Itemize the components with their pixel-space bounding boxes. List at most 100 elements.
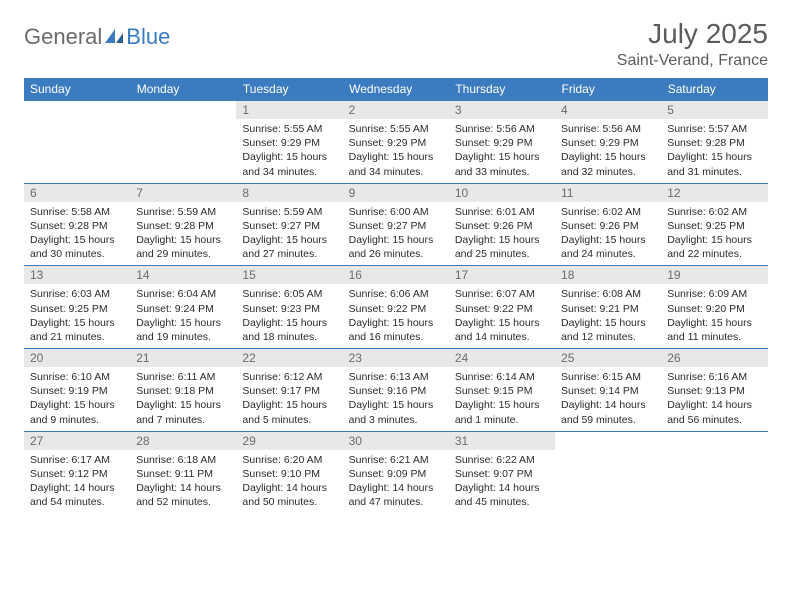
day-content-cell: Sunrise: 6:13 AMSunset: 9:16 PMDaylight:… <box>343 367 449 431</box>
day-content-cell: Sunrise: 6:12 AMSunset: 9:17 PMDaylight:… <box>236 367 342 431</box>
weekday-header: Thursday <box>449 78 555 101</box>
day-content-cell: Sunrise: 5:56 AMSunset: 9:29 PMDaylight:… <box>449 119 555 183</box>
sun-times: Sunrise: 6:20 AMSunset: 9:10 PMDaylight:… <box>236 450 342 514</box>
sun-times: Sunrise: 6:00 AMSunset: 9:27 PMDaylight:… <box>343 202 449 266</box>
logo-text-general: General <box>24 24 102 50</box>
sun-times: Sunrise: 6:17 AMSunset: 9:12 PMDaylight:… <box>24 450 130 514</box>
day-number-cell: 8 <box>236 183 342 202</box>
day-content-row: Sunrise: 5:55 AMSunset: 9:29 PMDaylight:… <box>24 119 768 183</box>
weekday-header: Monday <box>130 78 236 101</box>
day-number-cell: 19 <box>661 266 767 285</box>
sun-times: Sunrise: 6:04 AMSunset: 9:24 PMDaylight:… <box>130 284 236 348</box>
day-content-cell: Sunrise: 6:17 AMSunset: 9:12 PMDaylight:… <box>24 450 130 514</box>
day-content-cell: Sunrise: 5:58 AMSunset: 9:28 PMDaylight:… <box>24 202 130 266</box>
day-number-cell: 24 <box>449 349 555 368</box>
day-content-cell: Sunrise: 5:59 AMSunset: 9:28 PMDaylight:… <box>130 202 236 266</box>
day-content-row: Sunrise: 6:17 AMSunset: 9:12 PMDaylight:… <box>24 450 768 514</box>
day-content-cell: Sunrise: 6:16 AMSunset: 9:13 PMDaylight:… <box>661 367 767 431</box>
day-content-cell: Sunrise: 6:02 AMSunset: 9:25 PMDaylight:… <box>661 202 767 266</box>
sun-times: Sunrise: 6:03 AMSunset: 9:25 PMDaylight:… <box>24 284 130 348</box>
day-content-cell: Sunrise: 6:20 AMSunset: 9:10 PMDaylight:… <box>236 450 342 514</box>
day-content-cell: Sunrise: 5:55 AMSunset: 9:29 PMDaylight:… <box>343 119 449 183</box>
day-content-cell: Sunrise: 6:15 AMSunset: 9:14 PMDaylight:… <box>555 367 661 431</box>
sun-times: Sunrise: 5:57 AMSunset: 9:28 PMDaylight:… <box>661 119 767 183</box>
day-content-cell <box>555 450 661 514</box>
day-content-cell: Sunrise: 6:18 AMSunset: 9:11 PMDaylight:… <box>130 450 236 514</box>
day-number-cell: 3 <box>449 101 555 120</box>
sun-times: Sunrise: 6:02 AMSunset: 9:25 PMDaylight:… <box>661 202 767 266</box>
sun-times: Sunrise: 5:55 AMSunset: 9:29 PMDaylight:… <box>236 119 342 183</box>
day-number-cell <box>24 101 130 120</box>
sun-times: Sunrise: 6:15 AMSunset: 9:14 PMDaylight:… <box>555 367 661 431</box>
sun-times: Sunrise: 6:01 AMSunset: 9:26 PMDaylight:… <box>449 202 555 266</box>
day-number-cell: 11 <box>555 183 661 202</box>
day-number-cell: 13 <box>24 266 130 285</box>
sun-times: Sunrise: 6:06 AMSunset: 9:22 PMDaylight:… <box>343 284 449 348</box>
sun-times: Sunrise: 6:22 AMSunset: 9:07 PMDaylight:… <box>449 450 555 514</box>
day-content-cell: Sunrise: 6:21 AMSunset: 9:09 PMDaylight:… <box>343 450 449 514</box>
day-content-cell: Sunrise: 6:03 AMSunset: 9:25 PMDaylight:… <box>24 284 130 348</box>
day-content-cell: Sunrise: 6:06 AMSunset: 9:22 PMDaylight:… <box>343 284 449 348</box>
sun-times: Sunrise: 6:08 AMSunset: 9:21 PMDaylight:… <box>555 284 661 348</box>
day-number-row: 20212223242526 <box>24 349 768 368</box>
location: Saint-Verand, France <box>617 52 768 70</box>
sun-times: Sunrise: 6:14 AMSunset: 9:15 PMDaylight:… <box>449 367 555 431</box>
day-number-cell <box>555 431 661 450</box>
day-content-cell: Sunrise: 6:11 AMSunset: 9:18 PMDaylight:… <box>130 367 236 431</box>
logo: General Blue <box>24 18 170 50</box>
day-number-cell: 2 <box>343 101 449 120</box>
logo-text-blue: Blue <box>126 24 170 50</box>
sun-times: Sunrise: 6:10 AMSunset: 9:19 PMDaylight:… <box>24 367 130 431</box>
weekday-header: Saturday <box>661 78 767 101</box>
day-number-cell <box>130 101 236 120</box>
day-number-cell: 29 <box>236 431 342 450</box>
day-number-cell: 10 <box>449 183 555 202</box>
day-number-row: 12345 <box>24 101 768 120</box>
day-content-cell: Sunrise: 6:09 AMSunset: 9:20 PMDaylight:… <box>661 284 767 348</box>
day-content-cell: Sunrise: 6:05 AMSunset: 9:23 PMDaylight:… <box>236 284 342 348</box>
day-number-cell <box>661 431 767 450</box>
day-number-cell: 16 <box>343 266 449 285</box>
weekday-header: Tuesday <box>236 78 342 101</box>
day-content-cell: Sunrise: 6:22 AMSunset: 9:07 PMDaylight:… <box>449 450 555 514</box>
weekday-header-row: Sunday Monday Tuesday Wednesday Thursday… <box>24 78 768 101</box>
sun-times: Sunrise: 6:02 AMSunset: 9:26 PMDaylight:… <box>555 202 661 266</box>
day-content-cell <box>24 119 130 183</box>
day-content-cell: Sunrise: 5:55 AMSunset: 9:29 PMDaylight:… <box>236 119 342 183</box>
day-content-cell: Sunrise: 5:59 AMSunset: 9:27 PMDaylight:… <box>236 202 342 266</box>
day-number-cell: 20 <box>24 349 130 368</box>
day-content-row: Sunrise: 5:58 AMSunset: 9:28 PMDaylight:… <box>24 202 768 266</box>
day-content-cell <box>130 119 236 183</box>
day-content-row: Sunrise: 6:10 AMSunset: 9:19 PMDaylight:… <box>24 367 768 431</box>
day-number-cell: 4 <box>555 101 661 120</box>
day-content-cell: Sunrise: 5:57 AMSunset: 9:28 PMDaylight:… <box>661 119 767 183</box>
day-number-cell: 25 <box>555 349 661 368</box>
day-number-cell: 27 <box>24 431 130 450</box>
day-content-cell: Sunrise: 6:02 AMSunset: 9:26 PMDaylight:… <box>555 202 661 266</box>
day-number-cell: 15 <box>236 266 342 285</box>
day-number-cell: 21 <box>130 349 236 368</box>
sun-times: Sunrise: 6:16 AMSunset: 9:13 PMDaylight:… <box>661 367 767 431</box>
day-number-cell: 14 <box>130 266 236 285</box>
weekday-header: Sunday <box>24 78 130 101</box>
sun-times: Sunrise: 6:13 AMSunset: 9:16 PMDaylight:… <box>343 367 449 431</box>
day-number-cell: 6 <box>24 183 130 202</box>
day-content-cell: Sunrise: 6:04 AMSunset: 9:24 PMDaylight:… <box>130 284 236 348</box>
sun-times: Sunrise: 5:56 AMSunset: 9:29 PMDaylight:… <box>555 119 661 183</box>
day-content-cell: Sunrise: 6:01 AMSunset: 9:26 PMDaylight:… <box>449 202 555 266</box>
calendar-table: Sunday Monday Tuesday Wednesday Thursday… <box>24 78 768 513</box>
weekday-header: Friday <box>555 78 661 101</box>
day-content-cell: Sunrise: 6:08 AMSunset: 9:21 PMDaylight:… <box>555 284 661 348</box>
sun-times: Sunrise: 6:09 AMSunset: 9:20 PMDaylight:… <box>661 284 767 348</box>
day-number-cell: 22 <box>236 349 342 368</box>
day-number-cell: 18 <box>555 266 661 285</box>
day-number-cell: 5 <box>661 101 767 120</box>
sun-times: Sunrise: 6:05 AMSunset: 9:23 PMDaylight:… <box>236 284 342 348</box>
page-header: General Blue July 2025 Saint-Verand, Fra… <box>24 18 768 70</box>
day-content-cell: Sunrise: 6:07 AMSunset: 9:22 PMDaylight:… <box>449 284 555 348</box>
month-title: July 2025 <box>617 18 768 50</box>
day-number-cell: 26 <box>661 349 767 368</box>
day-number-cell: 31 <box>449 431 555 450</box>
sun-times: Sunrise: 6:12 AMSunset: 9:17 PMDaylight:… <box>236 367 342 431</box>
sun-times: Sunrise: 6:11 AMSunset: 9:18 PMDaylight:… <box>130 367 236 431</box>
